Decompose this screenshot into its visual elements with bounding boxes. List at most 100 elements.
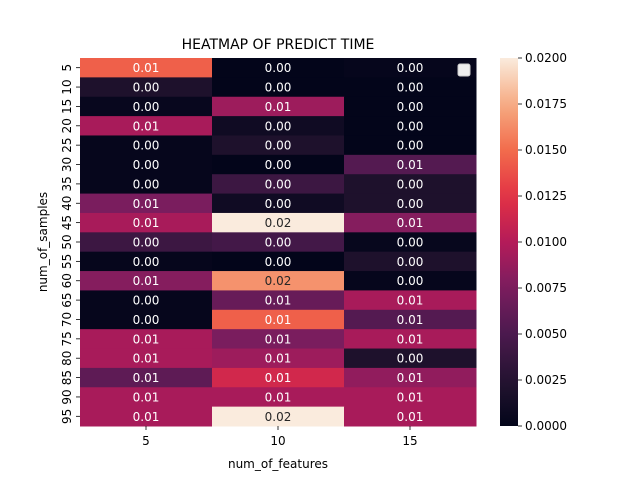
cell-value-label: 0.00 — [397, 352, 424, 366]
heatmap-cell — [344, 251, 477, 272]
cell-value-label: 0.01 — [397, 390, 424, 404]
y-tick-label: 60 — [60, 273, 74, 288]
heatmap-cell — [344, 387, 477, 408]
heatmap-cell — [80, 290, 213, 311]
y-tick-label: 15 — [60, 99, 74, 114]
heatmap-cell — [344, 77, 477, 98]
heatmap-cell — [344, 116, 477, 136]
heatmap-cell — [212, 309, 345, 330]
y-tick-label: 80 — [60, 351, 74, 366]
heatmap-cell — [344, 212, 477, 233]
cell-value-label: 0.00 — [397, 236, 424, 250]
y-tick-label: 70 — [60, 312, 74, 327]
y-tick-label: 75 — [60, 331, 74, 346]
y-tick-label: 20 — [60, 118, 74, 133]
y-tick-label: 25 — [60, 138, 74, 153]
cell-value-label: 0.00 — [133, 158, 160, 172]
heatmap-cells — [80, 58, 477, 427]
colorbar-tick-label: 0.0025 — [525, 373, 567, 387]
x-tick-label: 5 — [142, 434, 150, 448]
heatmap-cell — [344, 271, 477, 291]
x-tick-label: 10 — [270, 434, 285, 448]
heatmap-cell — [212, 329, 345, 350]
cell-value-label: 0.01 — [133, 371, 160, 385]
cell-value-label: 0.00 — [265, 197, 292, 211]
heatmap-cell — [212, 96, 345, 117]
heatmap-cell — [212, 212, 345, 233]
cell-value-label: 0.01 — [133, 332, 160, 346]
heatmap-cell-labels: 0.01 0.00 0.00 0.00 0.00 0.00 0.00 0.01 0.00 0.01… — [133, 61, 424, 424]
heatmap-cell — [80, 154, 213, 175]
y-tick-label: 55 — [60, 254, 74, 269]
cell-value-label: 0.01 — [133, 410, 160, 424]
colorbar-tick-label: 0.0125 — [525, 189, 567, 203]
heatmap-cell — [80, 174, 213, 195]
heatmap-cell — [344, 406, 477, 427]
heatmap-cell — [212, 116, 345, 136]
cell-value-label: 0.01 — [133, 274, 160, 288]
heatmap-cell — [80, 348, 213, 369]
cell-value-label: 0.01 — [133, 352, 160, 366]
heatmap-cell — [344, 348, 477, 369]
y-tick-label: 85 — [60, 370, 74, 385]
cell-value-label: 0.01 — [397, 313, 424, 327]
cell-value-label: 0.00 — [397, 119, 424, 133]
heatmap-cell — [344, 135, 477, 156]
y-tick-label: 95 — [60, 409, 74, 424]
cell-value-label: 0.00 — [397, 197, 424, 211]
cell-value-label: 0.00 — [133, 139, 160, 153]
cell-value-label: 0.01 — [265, 352, 292, 366]
cell-value-label: 0.01 — [133, 61, 160, 75]
heatmap-cell — [80, 387, 213, 408]
heatmap-cell — [80, 212, 213, 233]
heatmap-cell — [344, 193, 477, 214]
heatmap-cell — [80, 406, 213, 427]
heatmap-cell — [80, 271, 213, 291]
heatmap-cell — [80, 116, 213, 136]
heatmap-cell — [212, 154, 345, 175]
heatmap-cell — [80, 232, 213, 253]
cell-value-label: 0.01 — [397, 410, 424, 424]
cell-value-label: 0.00 — [397, 81, 424, 95]
colorbar-tick-label: 0.0050 — [525, 327, 567, 341]
cell-value-label: 0.00 — [133, 294, 160, 308]
heatmap-cell — [80, 77, 213, 98]
cell-value-label: 0.01 — [397, 294, 424, 308]
cell-value-label: 0.00 — [265, 177, 292, 191]
colorbar-gradient — [500, 58, 518, 426]
cell-value-label: 0.00 — [133, 236, 160, 250]
cell-value-label: 0.00 — [133, 177, 160, 191]
cell-value-label: 0.01 — [133, 390, 160, 404]
heatmap-cell — [80, 251, 213, 272]
cell-value-label: 0.00 — [265, 236, 292, 250]
cell-value-label: 0.00 — [133, 255, 160, 269]
cell-value-label: 0.00 — [397, 100, 424, 114]
heatmap-cell — [344, 154, 477, 175]
cell-value-label: 0.00 — [265, 139, 292, 153]
cell-value-label: 0.00 — [397, 274, 424, 288]
heatmap-cell — [212, 232, 345, 253]
chart-title: HEATMAP OF PREDICT TIME — [182, 37, 375, 53]
heatmap-cell — [212, 271, 345, 291]
y-tick-label: 65 — [60, 292, 74, 307]
y-tick-label: 30 — [60, 157, 74, 172]
cell-value-label: 0.00 — [397, 139, 424, 153]
colorbar-tick-label: 0.0075 — [525, 281, 567, 295]
x-axis: 5 10 15 — [142, 426, 418, 448]
cell-value-label: 0.01 — [397, 216, 424, 230]
cell-value-label: 0.00 — [397, 255, 424, 269]
cell-value-label: 0.01 — [397, 371, 424, 385]
cell-value-label: 0.00 — [133, 100, 160, 114]
cell-value-label: 0.02 — [265, 216, 292, 230]
heatmap-cell — [344, 232, 477, 253]
cell-value-label: 0.00 — [265, 119, 292, 133]
y-tick-label: 35 — [60, 176, 74, 191]
y-tick-label: 40 — [60, 196, 74, 211]
cell-value-label: 0.00 — [133, 81, 160, 95]
heatmap-cell — [212, 77, 345, 98]
heatmap-cell — [80, 309, 213, 330]
heatmap-cell — [344, 309, 477, 330]
colorbar-tick-label: 0.0200 — [525, 51, 567, 65]
colorbar-tick-label: 0.0150 — [525, 143, 567, 157]
cell-value-label: 0.01 — [265, 332, 292, 346]
